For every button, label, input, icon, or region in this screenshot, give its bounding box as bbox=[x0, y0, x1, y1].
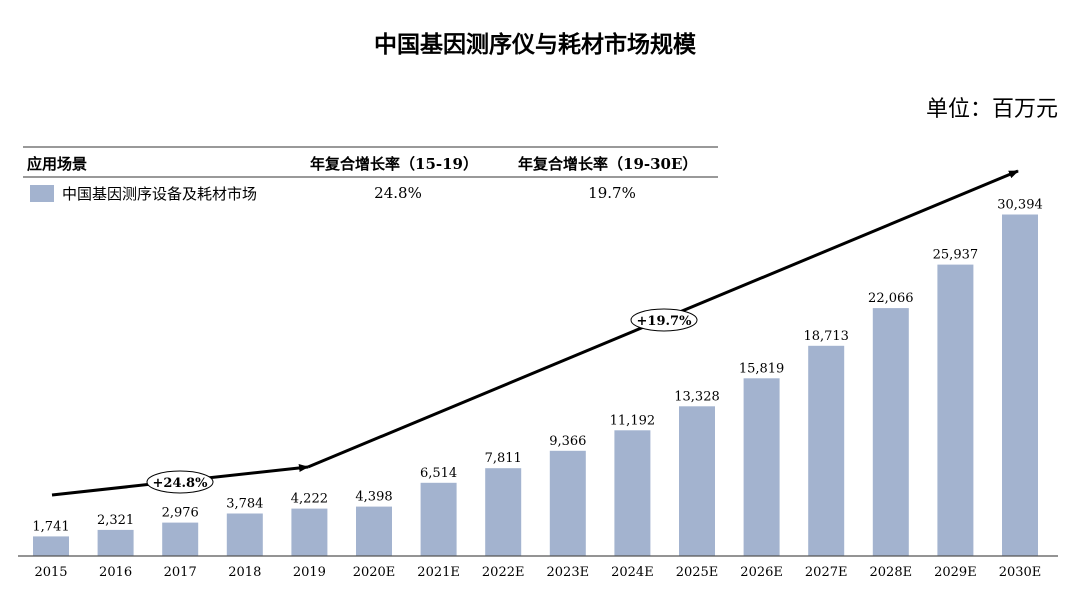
cagr-19-30-value: 19.7% bbox=[588, 184, 636, 202]
value-label-2019: 4,222 bbox=[291, 492, 328, 507]
value-label-2017: 2,976 bbox=[162, 506, 199, 521]
value-label-2022E: 7,811 bbox=[485, 451, 522, 466]
value-label-2018: 3,784 bbox=[226, 497, 263, 512]
value-label-2029E: 25,937 bbox=[933, 248, 979, 263]
x-tick-label-2028E: 2028E bbox=[870, 565, 913, 580]
growth-label-15-19: +24.8% bbox=[153, 476, 209, 491]
table-header-scenario: 应用场景 bbox=[27, 155, 87, 173]
x-tick-label-2030E: 2030E bbox=[999, 565, 1042, 580]
bar-2025E bbox=[679, 406, 715, 556]
bar-2027E bbox=[808, 345, 845, 556]
growth-label-19-30: +19.7% bbox=[637, 314, 693, 329]
x-tick-label-2026E: 2026E bbox=[740, 565, 783, 580]
value-label-2023E: 9,366 bbox=[549, 434, 586, 449]
value-label-2025E: 13,328 bbox=[674, 389, 720, 404]
bar-2028E bbox=[872, 308, 909, 556]
x-tick-label-2019: 2019 bbox=[293, 565, 326, 580]
bar-2016 bbox=[97, 529, 134, 556]
bar-2017 bbox=[162, 522, 199, 556]
x-tick-label-2025E: 2025E bbox=[676, 565, 719, 580]
value-label-2020E: 4,398 bbox=[355, 490, 392, 505]
legend-series-label: 中国基因测序设备及耗材市场 bbox=[62, 185, 257, 203]
bar-2018 bbox=[226, 513, 263, 556]
bar-2022E bbox=[485, 468, 522, 556]
value-label-2016: 2,321 bbox=[97, 513, 134, 528]
value-label-2028E: 22,066 bbox=[868, 291, 914, 306]
value-label-2030E: 30,394 bbox=[997, 198, 1043, 213]
cagr-15-19-value: 24.8% bbox=[374, 184, 422, 202]
x-tick-label-2017: 2017 bbox=[164, 565, 197, 580]
x-tick-label-2027E: 2027E bbox=[805, 565, 848, 580]
chart-title: 中国基因测序仪与耗材市场规模 bbox=[374, 31, 697, 58]
bar-2026E bbox=[743, 378, 780, 556]
value-label-2021E: 6,514 bbox=[420, 466, 457, 481]
legend-swatch bbox=[30, 185, 54, 202]
x-tick-label-2020E: 2020E bbox=[353, 565, 396, 580]
table-header-cagr-15-19: 年复合增长率（15-19） bbox=[310, 155, 478, 173]
x-tick-label-2015: 2015 bbox=[34, 565, 67, 580]
bar-2024E bbox=[614, 430, 651, 556]
bar-2023E bbox=[549, 450, 586, 556]
legend-table: 应用场景 年复合增长率（15-19） 年复合增长率（19-30E） 中国基因测序… bbox=[23, 146, 718, 203]
bar-2015 bbox=[33, 536, 69, 556]
bar-2029E bbox=[937, 264, 974, 556]
x-tick-label-2016: 2016 bbox=[99, 565, 132, 580]
growth-annotation-19-30: +19.7% bbox=[630, 308, 698, 332]
annotation-ellipse bbox=[630, 308, 698, 332]
bars-group: 1,741 2015 2,321 2016 2,976 2017 3,784 2018 4,22… bbox=[32, 198, 1042, 581]
x-tick-label-2023E: 2023E bbox=[547, 565, 590, 580]
value-label-2015: 1,741 bbox=[32, 519, 69, 534]
value-label-2026E: 15,819 bbox=[739, 361, 785, 376]
growth-annotation-15-19: +24.8% bbox=[146, 470, 214, 494]
x-tick-label-2018: 2018 bbox=[228, 565, 261, 580]
bar-2019 bbox=[291, 508, 328, 556]
x-tick-label-2022E: 2022E bbox=[482, 565, 525, 580]
table-header-cagr-19-30: 年复合增长率（19-30E） bbox=[518, 155, 697, 173]
bar-2020E bbox=[356, 506, 392, 556]
bar-2021E bbox=[420, 482, 457, 556]
annotation-ellipse bbox=[146, 470, 214, 494]
bar-2030E bbox=[1002, 214, 1038, 556]
x-tick-label-2024E: 2024E bbox=[611, 565, 654, 580]
value-label-2027E: 18,713 bbox=[803, 329, 849, 344]
x-tick-label-2021E: 2021E bbox=[417, 565, 460, 580]
unit-label: 单位：百万元 bbox=[926, 97, 1058, 122]
x-tick-label-2029E: 2029E bbox=[934, 565, 977, 580]
value-label-2024E: 11,192 bbox=[610, 413, 656, 428]
